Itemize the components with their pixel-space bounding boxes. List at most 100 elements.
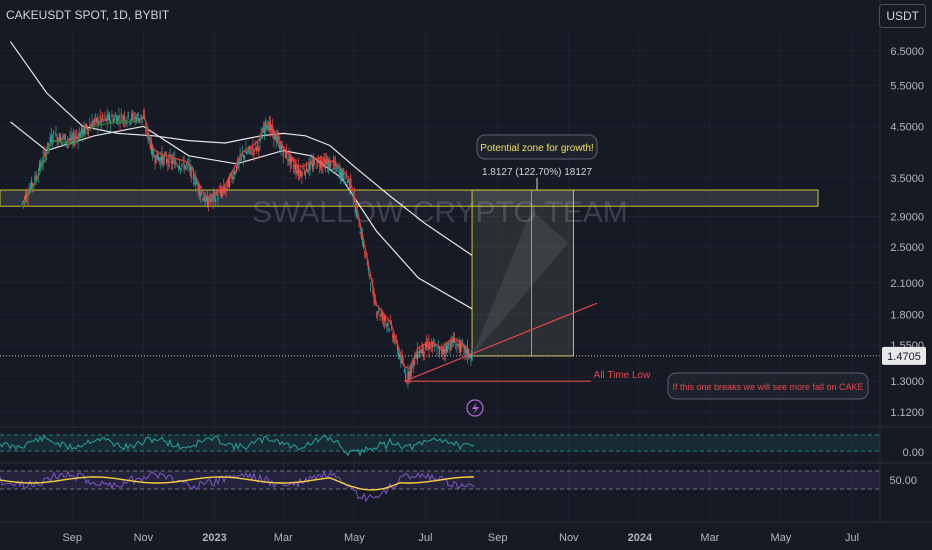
candle-body [269, 122, 272, 130]
candle-body [176, 164, 178, 167]
candle-body [60, 136, 62, 143]
candle-body [420, 350, 422, 353]
candle-body [182, 159, 184, 161]
candle-body [40, 161, 42, 167]
candle-body [177, 167, 179, 169]
candle-body [307, 171, 309, 173]
candle-body [288, 154, 290, 162]
candle-body [435, 345, 437, 346]
candle-body [342, 169, 344, 177]
candle-body [321, 160, 323, 166]
candle-body [298, 171, 301, 174]
candle-body [108, 114, 111, 121]
candle-body [227, 177, 230, 188]
candle-body [168, 154, 170, 167]
candle-body [354, 206, 357, 212]
candle-body [380, 312, 382, 315]
candle-body [85, 123, 87, 128]
candle-body [272, 126, 274, 134]
candle-body [114, 115, 116, 117]
candle-body [427, 345, 429, 347]
candle-body [150, 141, 153, 154]
candle-body [231, 174, 233, 179]
candle-body [273, 129, 275, 141]
candle-body [251, 152, 253, 155]
candle-body [119, 121, 121, 124]
candle-body [34, 175, 36, 184]
candle-body [328, 160, 330, 170]
candle-body [223, 185, 225, 193]
candle-body [212, 192, 214, 201]
candle-body [56, 136, 58, 143]
candle-body [325, 159, 327, 163]
currency-button[interactable]: USDT [879, 4, 926, 28]
candle-body [118, 115, 120, 119]
candle-body [408, 372, 410, 379]
candle-body [275, 135, 277, 143]
candle-body [71, 138, 73, 141]
candle-body [68, 139, 70, 141]
current-price-label: 1.4705 [887, 351, 921, 363]
measure-label-text: 1.8127 (122.70%) 18127 [482, 167, 593, 178]
candle-body [72, 133, 75, 140]
candle-body [261, 135, 263, 139]
candle-body [53, 131, 55, 135]
candle-body [308, 162, 310, 171]
candle-body [82, 129, 84, 136]
candle-body [452, 337, 455, 343]
candle-body [456, 343, 458, 346]
candle-body [47, 142, 49, 151]
candle-body [170, 158, 172, 164]
candle-body [106, 114, 108, 122]
candle-body [171, 160, 174, 165]
candle-body [83, 125, 85, 134]
time-tick-label: May [771, 532, 792, 544]
candle-body [163, 155, 165, 159]
candle-body [434, 344, 436, 348]
candle-body [381, 312, 383, 321]
candle-body [448, 343, 450, 346]
candle-body [359, 231, 361, 234]
candle-body [84, 125, 86, 134]
candle-body [120, 113, 122, 115]
candle-body [280, 145, 282, 151]
candle-body [422, 343, 424, 355]
candle-body [300, 171, 302, 177]
candle-body [155, 154, 157, 163]
time-tick-label: Mar [700, 532, 719, 544]
candle-body [301, 171, 303, 178]
candle-body [164, 153, 167, 155]
candle-body [195, 176, 197, 186]
candle-body [204, 195, 206, 204]
candle-body [425, 341, 428, 348]
candle-body [305, 162, 308, 171]
candle-body [133, 117, 135, 121]
candle-body [349, 179, 351, 188]
candle-body [42, 156, 44, 163]
candle-body [379, 315, 381, 317]
time-tick-label: Sep [488, 532, 508, 544]
candle-body [210, 199, 212, 201]
time-tick-label: 2024 [628, 532, 653, 544]
candle-body [43, 151, 45, 153]
candle-body [211, 195, 213, 197]
candle-body [32, 183, 34, 187]
candle-body [317, 158, 319, 160]
candle-body [97, 118, 99, 126]
stoch-k-line [0, 470, 475, 503]
candle-body [234, 172, 237, 174]
candle-body [453, 337, 456, 343]
candle-body [290, 155, 292, 162]
candle-body [386, 323, 388, 327]
candle-body [416, 348, 418, 361]
candle-body [279, 141, 281, 150]
candle-body [340, 172, 343, 178]
candle-body [167, 161, 169, 164]
candle-body [400, 354, 402, 364]
candle-body [270, 125, 273, 130]
candle-body [268, 121, 270, 132]
candle-body [295, 164, 297, 173]
candle-body [96, 117, 98, 123]
candle-body [255, 147, 258, 151]
